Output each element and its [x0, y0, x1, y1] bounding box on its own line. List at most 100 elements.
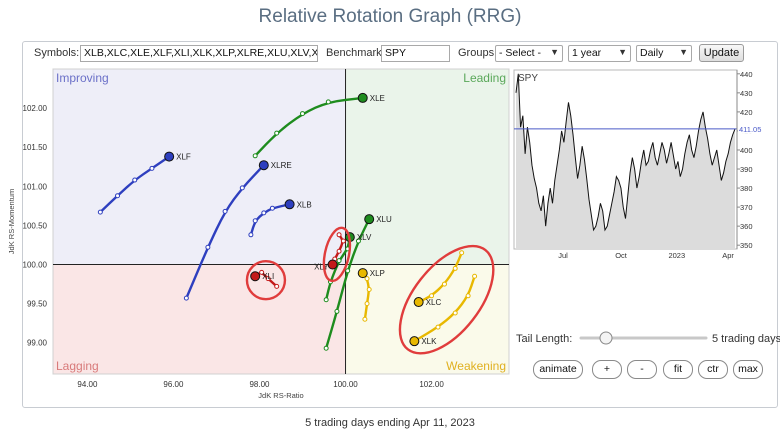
tail-point [459, 250, 465, 256]
highlight-circle-xlc-xlk [398, 244, 495, 355]
y-axis-label: JdK RS-Momentum [7, 189, 16, 254]
spy-y-tick-label: 350 [740, 241, 753, 250]
groups-select[interactable]: - Select - ▼ [495, 45, 563, 62]
head-point[interactable] [258, 160, 269, 171]
tail-point [340, 238, 346, 244]
tail-point [269, 205, 275, 211]
animate-button[interactable]: animate [533, 360, 583, 379]
tail-point [300, 111, 306, 117]
head-point[interactable] [250, 271, 261, 282]
head-point[interactable] [357, 92, 368, 103]
tail-point [364, 276, 370, 282]
x-tick-label: 98.00 [249, 380, 270, 389]
head-point[interactable] [413, 297, 424, 308]
tail-point [252, 153, 258, 159]
plot-border [52, 68, 510, 375]
update-button[interactable]: Update [699, 44, 744, 62]
spy-y-tick-label: 370 [740, 203, 753, 212]
x-tick-label: 96.00 [163, 380, 184, 389]
series-label: XLE [370, 94, 385, 103]
period-select-value: 1 year [572, 47, 602, 59]
tail-point [274, 283, 280, 289]
footer-caption: 5 trading days ending Apr 11, 2023 [305, 417, 475, 429]
tail-point [239, 185, 245, 191]
tail-point [274, 130, 280, 136]
tail-point [97, 209, 103, 215]
highlight-circle-xli [245, 259, 287, 301]
benchmark-label: Benchmark: [326, 47, 385, 59]
tail-point [336, 248, 342, 254]
tail-point [429, 293, 435, 299]
series-xle: XLE [252, 92, 385, 159]
spy-y-tick-label: 440 [740, 70, 753, 79]
tail-point [183, 295, 189, 301]
tail-point [259, 269, 265, 275]
series-xlk: XLK [409, 273, 478, 347]
spy-price-line [515, 73, 736, 232]
benchmark-input[interactable]: SPY [381, 45, 450, 62]
period-select[interactable]: 1 year ▼ [568, 45, 631, 62]
spy-y-tick-label: 400 [740, 146, 753, 155]
head-point[interactable] [364, 214, 375, 225]
tail-point [441, 281, 447, 287]
groups-select-value: - Select - [499, 47, 542, 59]
tail-point [248, 232, 254, 238]
tail-point [323, 345, 329, 351]
head-point[interactable] [357, 268, 368, 279]
series-label: XLP [370, 269, 385, 278]
spy-chart-title: SPY [518, 73, 538, 84]
series-xli: XLI [250, 269, 280, 289]
tail-point [336, 232, 342, 238]
tail-point [205, 244, 211, 250]
tail-length-value: 5 trading days [712, 333, 780, 345]
head-point[interactable] [327, 259, 338, 270]
tail-line [324, 217, 371, 350]
series-label: XLY [314, 263, 329, 272]
series-label: XLV [357, 233, 372, 242]
tail-line [185, 163, 265, 300]
highlight-circle-xly [322, 226, 352, 283]
series-xlu: XLU [323, 214, 392, 351]
tail-point [149, 165, 155, 171]
tail-point [252, 218, 258, 224]
quadrant-weakening [345, 264, 509, 374]
tail-point [132, 177, 138, 183]
tail-point [336, 258, 342, 264]
zoom-in-button[interactable]: + [592, 360, 622, 379]
zoom-out-button[interactable]: - [627, 360, 657, 379]
quadrant-label-lagging: Lagging [56, 359, 99, 373]
spy-y-tick-label: 420 [740, 108, 753, 117]
tail-point [364, 301, 370, 307]
series-label: XLF [176, 153, 191, 162]
series-xly: XLY [314, 232, 346, 272]
tail-length-slider-handle[interactable] [599, 331, 613, 345]
head-point[interactable] [164, 151, 175, 162]
spy-x-tick-label: 2023 [668, 251, 685, 260]
series-xlre: XLRE [183, 160, 292, 301]
fit-button[interactable]: fit [663, 360, 693, 379]
max-button[interactable]: max [733, 360, 763, 379]
tail-point [261, 210, 267, 216]
series-xlb: XLB [248, 199, 312, 238]
series-label: XLI [262, 272, 274, 281]
x-tick-label: 100.00 [333, 380, 358, 389]
x-tick-label: 102.00 [419, 380, 444, 389]
symbols-input[interactable]: XLB,XLC,XLE,XLF,XLI,XLK,XLP,XLRE,XLU,XLV… [80, 45, 318, 62]
series-xlf: XLF [97, 151, 191, 215]
frequency-select[interactable]: Daily ▼ [636, 45, 692, 62]
spy-y-tick-label: 360 [740, 222, 753, 231]
tail-line [253, 96, 364, 158]
tail-point [115, 193, 121, 199]
quadrant-improving [53, 69, 346, 265]
series-xlc: XLC [413, 250, 465, 308]
tail-point [472, 273, 478, 279]
center-button[interactable]: ctr [698, 360, 728, 379]
tail-length-label: Tail Length: [516, 333, 573, 345]
quadrant-label-weakening: Weakening [446, 359, 506, 373]
tail-point [265, 276, 271, 282]
spy-y-tick-label: 390 [740, 165, 753, 174]
series-label: XLB [297, 200, 312, 209]
spy-x-tick-label: Apr [722, 251, 734, 260]
head-point[interactable] [284, 199, 295, 210]
head-point[interactable] [409, 336, 420, 347]
